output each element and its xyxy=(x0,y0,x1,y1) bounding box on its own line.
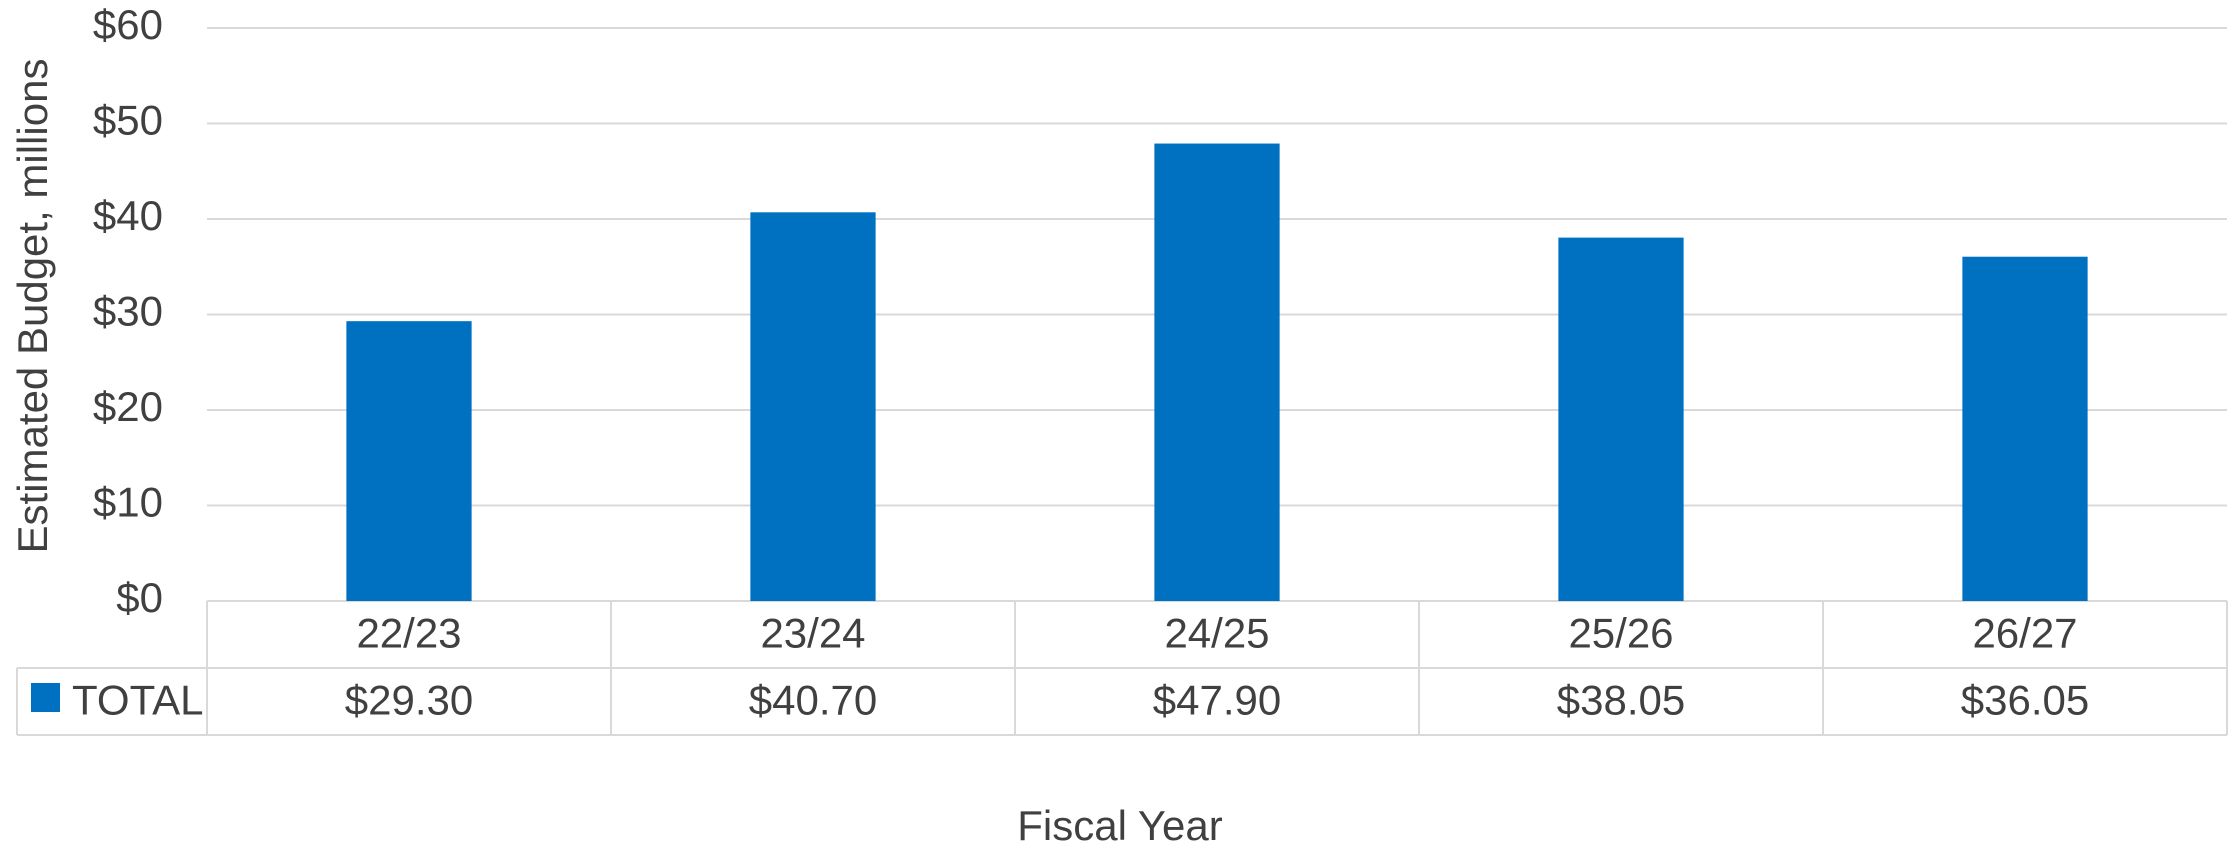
legend-swatch xyxy=(31,683,60,712)
table-value: $36.05 xyxy=(1961,677,2089,724)
y-tick-label: $50 xyxy=(93,97,163,144)
legend-label: TOTAL xyxy=(72,677,203,724)
y-tick-label: $0 xyxy=(116,574,163,621)
table-value: $47.90 xyxy=(1153,677,1281,724)
y-tick-label: $20 xyxy=(93,383,163,430)
y-tick-label: $10 xyxy=(93,479,163,526)
bar xyxy=(750,212,876,601)
y-tick-label: $60 xyxy=(93,1,163,48)
x-tick-label: 22/23 xyxy=(356,610,461,657)
x-axis-label: Fiscal Year xyxy=(1017,802,1222,849)
y-tick-label: $30 xyxy=(93,288,163,335)
y-tick-label: $40 xyxy=(93,192,163,239)
bar xyxy=(346,321,472,601)
x-tick-label: 26/27 xyxy=(1972,610,2077,657)
x-tick-label: 24/25 xyxy=(1164,610,1269,657)
y-axis-label: Estimated Budget, millions xyxy=(9,59,56,554)
x-tick-label: 25/26 xyxy=(1568,610,1673,657)
table-value: $38.05 xyxy=(1557,677,1685,724)
bar xyxy=(1558,237,1684,601)
x-tick-label: 23/24 xyxy=(760,610,865,657)
table-value: $40.70 xyxy=(749,677,877,724)
table-value: $29.30 xyxy=(345,677,473,724)
bar xyxy=(1962,256,2088,601)
bar xyxy=(1154,143,1280,601)
